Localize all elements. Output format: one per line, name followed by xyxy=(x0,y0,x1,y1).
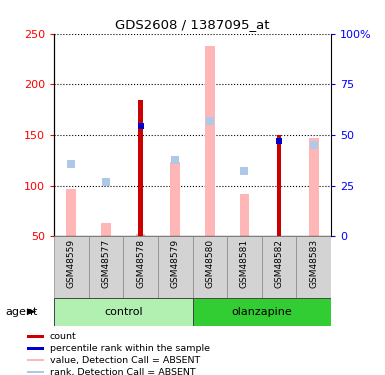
Bar xyxy=(192,298,331,326)
Text: count: count xyxy=(50,332,76,341)
Bar xyxy=(158,236,192,298)
Bar xyxy=(54,298,192,326)
Text: percentile rank within the sample: percentile rank within the sample xyxy=(50,344,210,353)
Bar xyxy=(54,236,89,298)
Bar xyxy=(192,236,227,298)
Bar xyxy=(101,223,111,236)
Bar xyxy=(239,194,249,236)
Bar xyxy=(27,371,44,374)
Text: agent: agent xyxy=(5,307,37,317)
Bar xyxy=(123,236,158,298)
Text: GSM48580: GSM48580 xyxy=(205,239,214,288)
Bar xyxy=(262,236,296,298)
Text: ►: ► xyxy=(27,306,37,318)
Bar xyxy=(277,135,281,236)
Bar xyxy=(66,189,76,236)
Bar xyxy=(227,236,262,298)
Text: rank, Detection Call = ABSENT: rank, Detection Call = ABSENT xyxy=(50,368,195,375)
Text: control: control xyxy=(104,307,142,317)
Title: GDS2608 / 1387095_at: GDS2608 / 1387095_at xyxy=(115,18,270,31)
Text: GSM48579: GSM48579 xyxy=(171,239,180,288)
Bar xyxy=(27,335,44,338)
Text: value, Detection Call = ABSENT: value, Detection Call = ABSENT xyxy=(50,356,200,364)
Bar xyxy=(138,100,143,236)
Text: GSM48583: GSM48583 xyxy=(309,239,318,288)
Bar xyxy=(296,236,331,298)
Bar xyxy=(136,234,146,236)
Bar xyxy=(309,138,319,236)
Text: GSM48582: GSM48582 xyxy=(275,239,284,288)
Text: GSM48559: GSM48559 xyxy=(67,239,76,288)
Text: olanzapine: olanzapine xyxy=(231,307,292,317)
Bar xyxy=(27,347,44,350)
Text: GSM48581: GSM48581 xyxy=(240,239,249,288)
Text: GSM48578: GSM48578 xyxy=(136,239,145,288)
Bar xyxy=(205,46,215,236)
Bar xyxy=(170,162,180,236)
Bar xyxy=(27,359,44,361)
Text: GSM48577: GSM48577 xyxy=(101,239,110,288)
Bar xyxy=(89,236,123,298)
